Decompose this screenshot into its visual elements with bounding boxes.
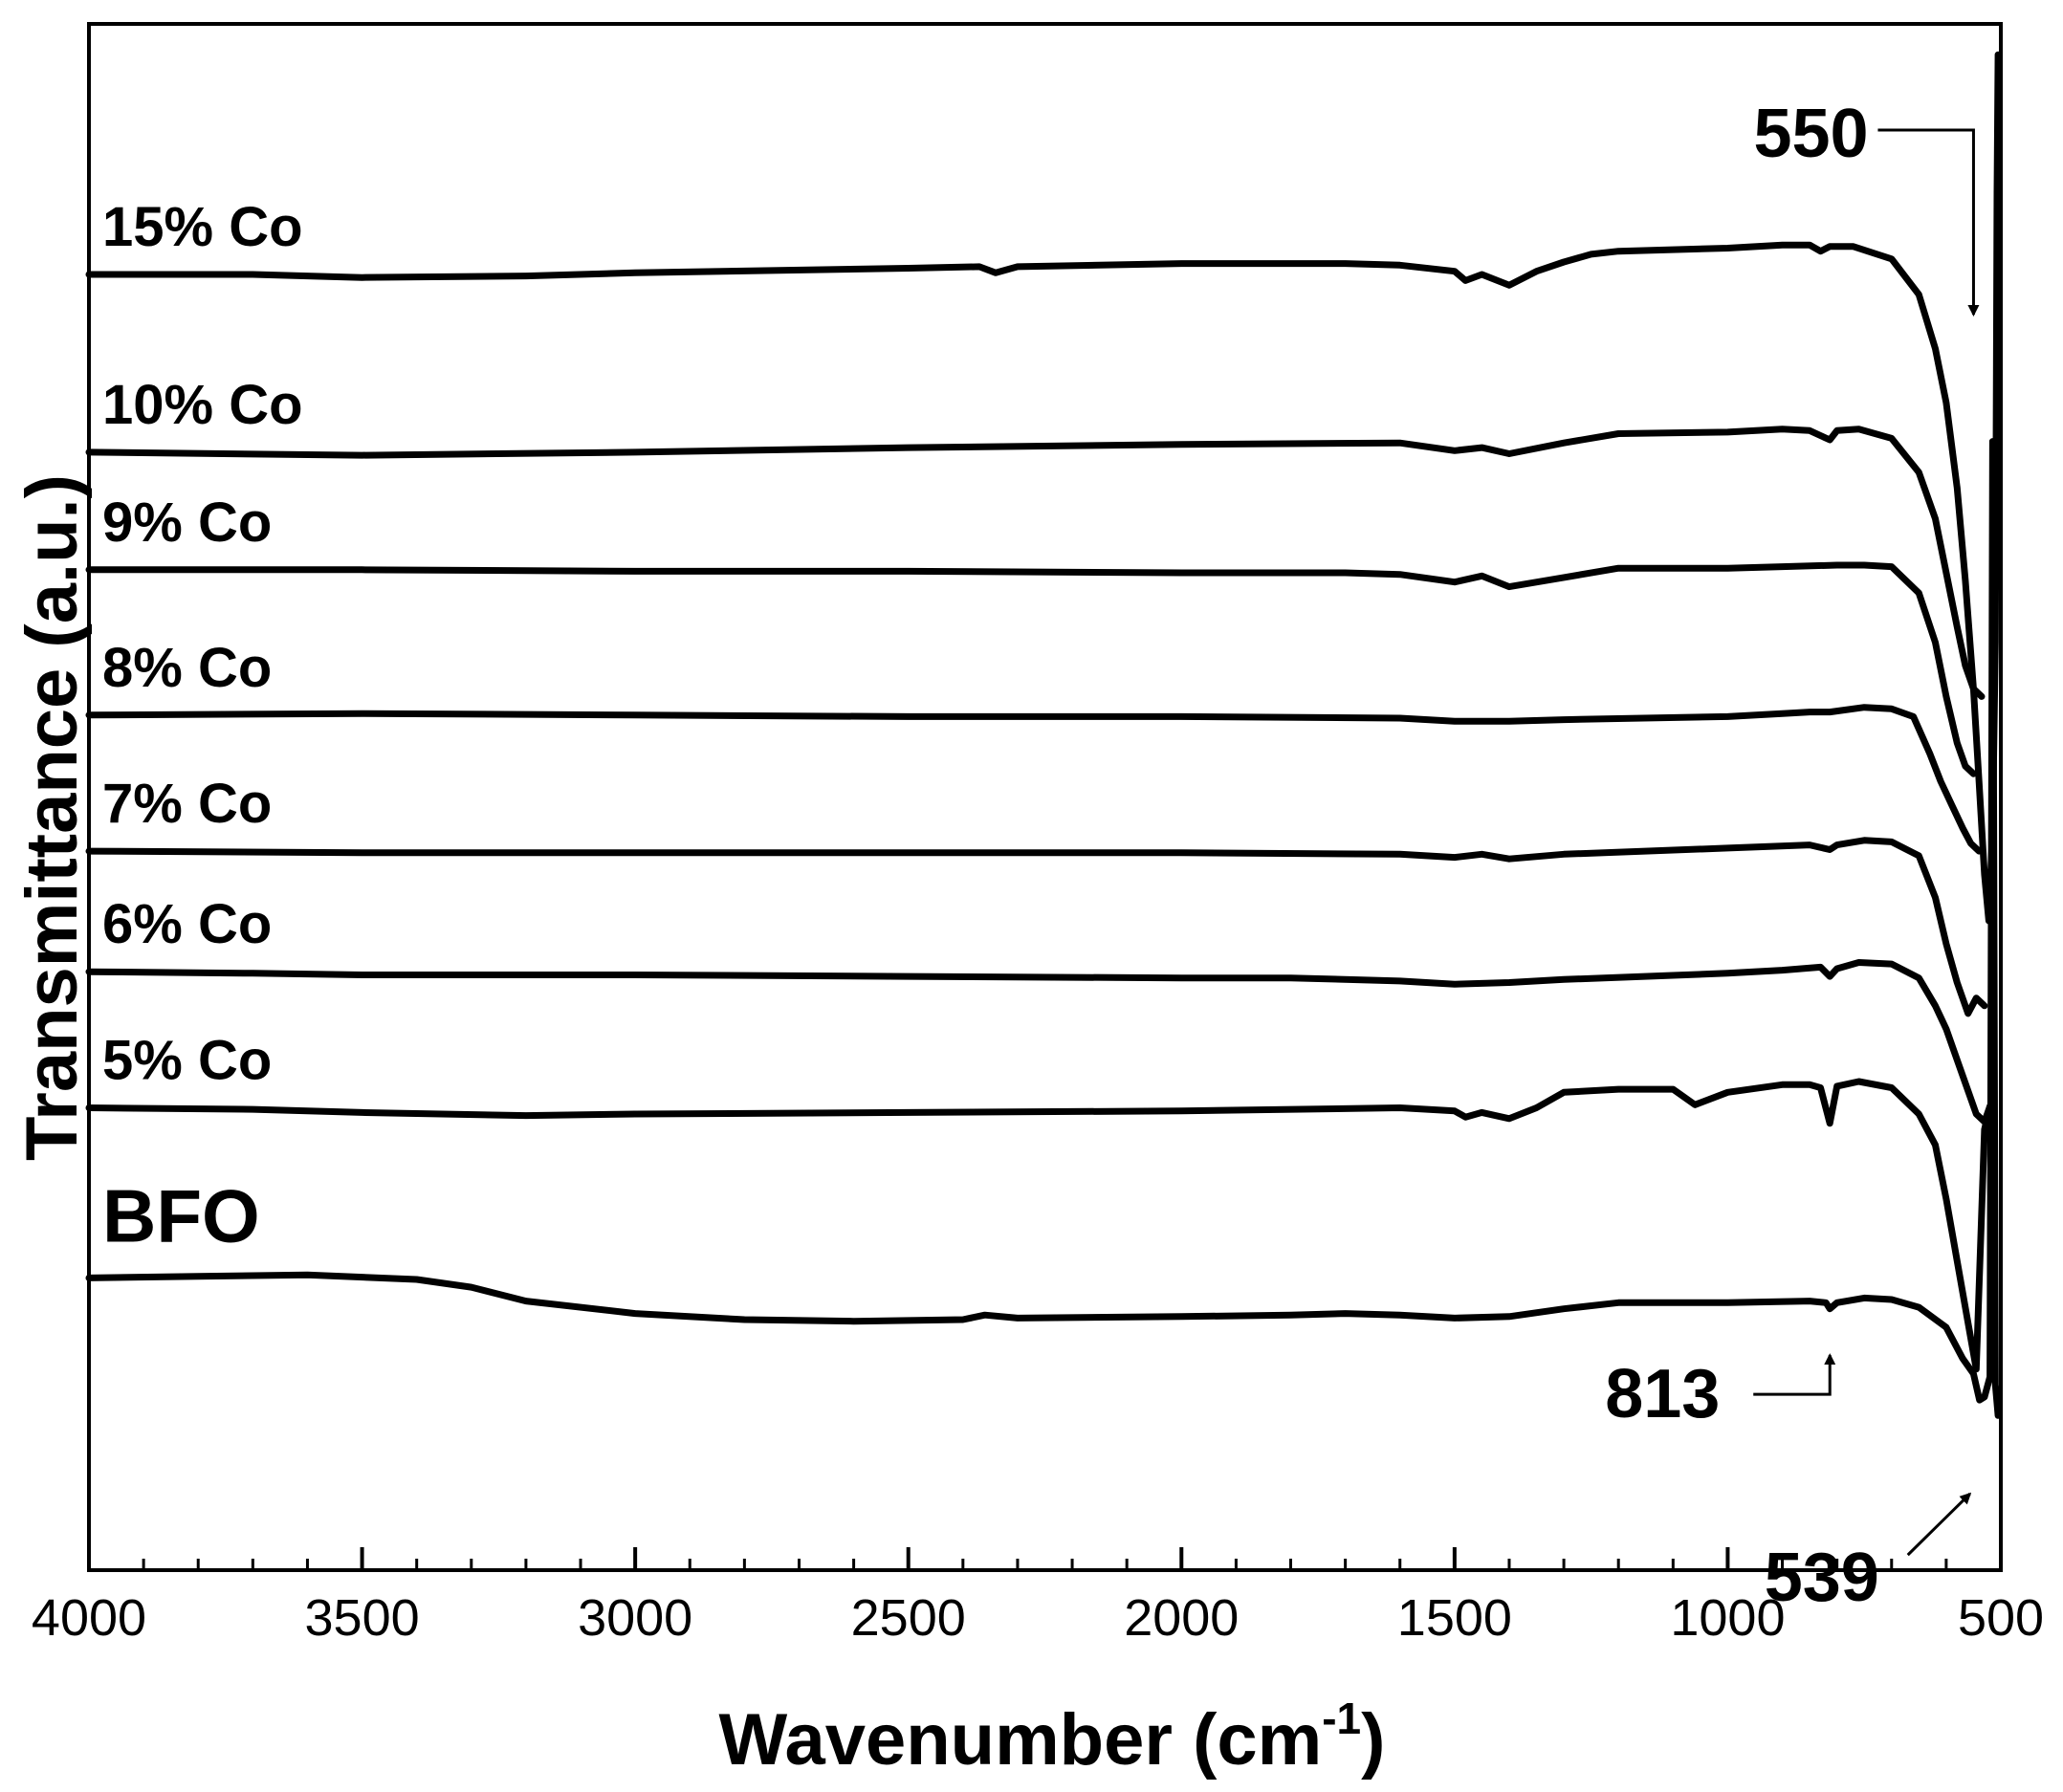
series-label-bfo: BFO: [102, 1173, 260, 1257]
x-axis-tick-labels: 4000 3500 3000 2500 2000 1500 1000 500: [32, 1589, 2044, 1647]
annotation-arrow-539: [1906, 1492, 1972, 1557]
series-line-15pct-co: [85, 51, 2003, 925]
annotation-label-539: 539: [1765, 1540, 1879, 1616]
x-tick-label-500: 500: [1958, 1589, 2044, 1647]
x-tick-label-1500: 1500: [1397, 1589, 1512, 1647]
annotation-arrow-550: [1877, 128, 1980, 317]
series-label-5pct-co: 5% Co: [102, 1030, 272, 1092]
y-axis-title: Transmittance (a.u.): [11, 474, 93, 1161]
series-line-bfo: [85, 438, 2002, 1419]
series-lines: [85, 51, 2003, 1419]
series-label-7pct-co: 7% Co: [102, 773, 272, 835]
peak-annotations: 550 813 539: [1605, 96, 1980, 1616]
x-axis-ticks: [87, 1547, 2003, 1570]
series-label-10pct-co: 10% Co: [102, 374, 303, 436]
x-tick-label-3000: 3000: [578, 1589, 692, 1647]
annotation-arrow-813: [1753, 1353, 1836, 1396]
series-line-10pct-co: [85, 426, 1986, 700]
series-line-6pct-co: [85, 959, 1994, 1125]
series-line-7pct-co: [85, 837, 1988, 1017]
x-tick-label-2500: 2500: [851, 1589, 966, 1647]
series-labels: BFO 5% Co 6% Co 7% Co 8% Co 9% Co 10% Co 15% Co: [102, 196, 303, 1257]
series-label-6pct-co: 6% Co: [102, 893, 272, 955]
series-line-9pct-co: [85, 561, 1977, 777]
x-tick-label-4000: 4000: [32, 1589, 146, 1647]
x-tick-label-2000: 2000: [1124, 1589, 1239, 1647]
x-axis-title: Wavenumber (cm-1): [719, 1694, 1386, 1781]
series-label-15pct-co: 15% Co: [102, 196, 303, 258]
series-label-9pct-co: 9% Co: [102, 492, 272, 554]
series-label-8pct-co: 8% Co: [102, 637, 272, 699]
x-tick-label-1000: 1000: [1670, 1589, 1785, 1647]
series-line-5pct-co: [85, 1078, 1994, 1373]
annotation-label-813: 813: [1605, 1356, 1720, 1432]
x-tick-label-3500: 3500: [305, 1589, 420, 1647]
series-line-8pct-co: [85, 704, 1983, 855]
plot-frame: [87, 22, 2003, 1572]
annotation-label-550: 550: [1753, 96, 1868, 172]
